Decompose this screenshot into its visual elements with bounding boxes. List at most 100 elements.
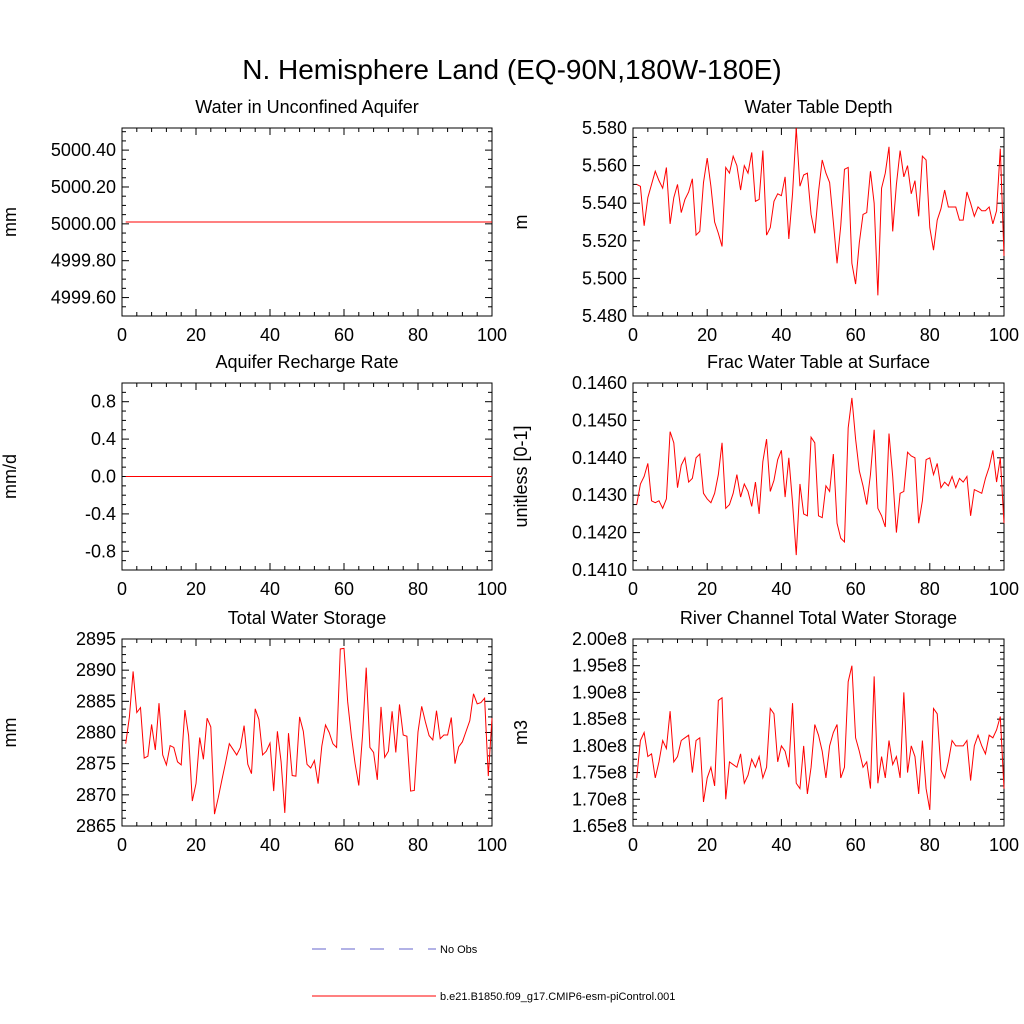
- panel-title: Water in Unconfined Aquifer: [195, 97, 418, 117]
- series-line: [636, 397, 1005, 556]
- x-tick-label: 100: [989, 835, 1019, 855]
- y-tick-label: 4999.60: [51, 288, 116, 308]
- y-tick-label: 2870: [76, 785, 116, 805]
- panel-title: River Channel Total Water Storage: [680, 608, 957, 628]
- x-tick-label: 100: [477, 835, 507, 855]
- x-tick-label: 60: [846, 835, 866, 855]
- x-tick-label: 0: [628, 325, 638, 345]
- x-tick-label: 40: [260, 835, 280, 855]
- x-tick-label: 0: [117, 835, 127, 855]
- plot-frame: [121, 638, 493, 827]
- x-tick-label: 60: [334, 325, 354, 345]
- y-tick-label: 5.500: [582, 268, 627, 288]
- x-tick-label: 20: [697, 579, 717, 599]
- x-tick-label: 60: [846, 579, 866, 599]
- y-tick-label: 5000.20: [51, 177, 116, 197]
- x-tick-label: 40: [771, 835, 791, 855]
- panel-title: Water Table Depth: [744, 97, 892, 117]
- x-tick-label: 100: [989, 579, 1019, 599]
- x-tick-label: 60: [334, 579, 354, 599]
- legend-label: No Obs: [440, 944, 478, 956]
- y-tick-label: 2895: [76, 629, 116, 649]
- series-line: [636, 127, 1005, 296]
- x-tick-label: 60: [334, 835, 354, 855]
- panel-title: Total Water Storage: [228, 608, 386, 628]
- y-tick-label: 2890: [76, 660, 116, 680]
- y-tick-label: 0.4: [91, 429, 116, 449]
- y-tick-label: 5.480: [582, 306, 627, 326]
- panel-5: River Channel Total Water Storage m3 0 20 40…: [511, 608, 1019, 855]
- y-axis-label: m: [511, 215, 531, 230]
- panel-title: Aquifer Recharge Rate: [215, 352, 398, 372]
- y-tick-label: 0.1420: [572, 523, 627, 543]
- legend: No Obs b.e21.B1850.f09_g17.CMIP6-esm-piCo…: [312, 944, 675, 1003]
- legend-item: No Obs: [312, 944, 478, 956]
- x-tick-label: 20: [697, 325, 717, 345]
- y-tick-label: 0.8: [91, 392, 116, 412]
- y-tick-label: 0.1460: [572, 373, 627, 393]
- panel-0: Water in Unconfined Aquifer mm 0 20 40 60 80 10…: [0, 97, 507, 345]
- legend-label: b.e21.B1850.f09_g17.CMIP6-esm-piControl.…: [440, 991, 675, 1003]
- y-tick-label: 0.0: [91, 467, 116, 487]
- y-tick-label: 2875: [76, 754, 116, 774]
- y-tick-label: 2865: [76, 816, 116, 836]
- x-tick-label: 20: [697, 835, 717, 855]
- y-tick-label: 5.560: [582, 156, 627, 176]
- x-tick-label: 20: [186, 325, 206, 345]
- plot-frame: [632, 127, 1005, 317]
- x-tick-label: 80: [920, 325, 940, 345]
- plot-frame: [632, 638, 1005, 827]
- series-line: [636, 665, 1005, 811]
- y-tick-label: 4999.80: [51, 251, 116, 271]
- plot-frame: [632, 382, 1005, 571]
- panel-3: Frac Water Table at Surface unitless [0-1…: [511, 352, 1019, 599]
- x-tick-label: 0: [117, 325, 127, 345]
- x-tick-label: 80: [408, 579, 428, 599]
- y-tick-label: 1.85e8: [572, 709, 627, 729]
- y-tick-label: 5000.00: [51, 214, 116, 234]
- y-tick-label: 2885: [76, 691, 116, 711]
- x-tick-label: 20: [186, 579, 206, 599]
- y-tick-label: 1.80e8: [572, 736, 627, 756]
- x-tick-label: 100: [477, 579, 507, 599]
- figure-title: N. Hemisphere Land (EQ-90N,180W-180E): [242, 54, 782, 85]
- y-tick-label: 1.90e8: [572, 682, 627, 702]
- y-tick-label: 1.75e8: [572, 763, 627, 783]
- x-tick-label: 80: [920, 579, 940, 599]
- y-tick-label: 5000.40: [51, 140, 116, 160]
- panel-title: Frac Water Table at Surface: [707, 352, 930, 372]
- panel-4: Total Water Storage mm 0 20 40 60 80 100 2865 287…: [0, 608, 507, 855]
- x-tick-label: 0: [117, 579, 127, 599]
- y-tick-label: 2.00e8: [572, 629, 627, 649]
- series-line: [125, 647, 493, 815]
- y-tick-label: 1.65e8: [572, 816, 627, 836]
- x-tick-label: 0: [628, 835, 638, 855]
- y-axis-label: mm/d: [0, 454, 20, 499]
- y-tick-label: 0.1410: [572, 560, 627, 580]
- y-tick-label: 0.1430: [572, 485, 627, 505]
- x-tick-label: 80: [408, 835, 428, 855]
- x-tick-label: 100: [989, 325, 1019, 345]
- y-tick-label: 1.95e8: [572, 656, 627, 676]
- panels: Water in Unconfined Aquifer mm 0 20 40 60 80 10…: [0, 97, 1019, 855]
- panel-2: Aquifer Recharge Rate mm/d 0 20 40 60 80 100 -0.…: [0, 352, 507, 599]
- x-tick-label: 40: [771, 325, 791, 345]
- x-tick-label: 40: [771, 579, 791, 599]
- y-tick-label: 2880: [76, 723, 116, 743]
- x-tick-label: 40: [260, 325, 280, 345]
- x-tick-label: 100: [477, 325, 507, 345]
- y-tick-label: 5.520: [582, 231, 627, 251]
- panel-1: Water Table Depth m 0 20 40 60 80 100 5.480 5.500…: [511, 97, 1019, 345]
- x-tick-label: 80: [920, 835, 940, 855]
- y-tick-label: -0.8: [85, 541, 116, 561]
- x-tick-label: 80: [408, 325, 428, 345]
- y-axis-label: unitless [0-1]: [511, 425, 531, 527]
- y-tick-label: 5.580: [582, 118, 627, 138]
- y-axis-label: m3: [511, 720, 531, 745]
- y-tick-label: 0.1450: [572, 410, 627, 430]
- x-tick-label: 20: [186, 835, 206, 855]
- y-tick-label: 5.540: [582, 193, 627, 213]
- y-tick-label: 1.70e8: [572, 789, 627, 809]
- legend-item: b.e21.B1850.f09_g17.CMIP6-esm-piControl.…: [312, 991, 675, 1003]
